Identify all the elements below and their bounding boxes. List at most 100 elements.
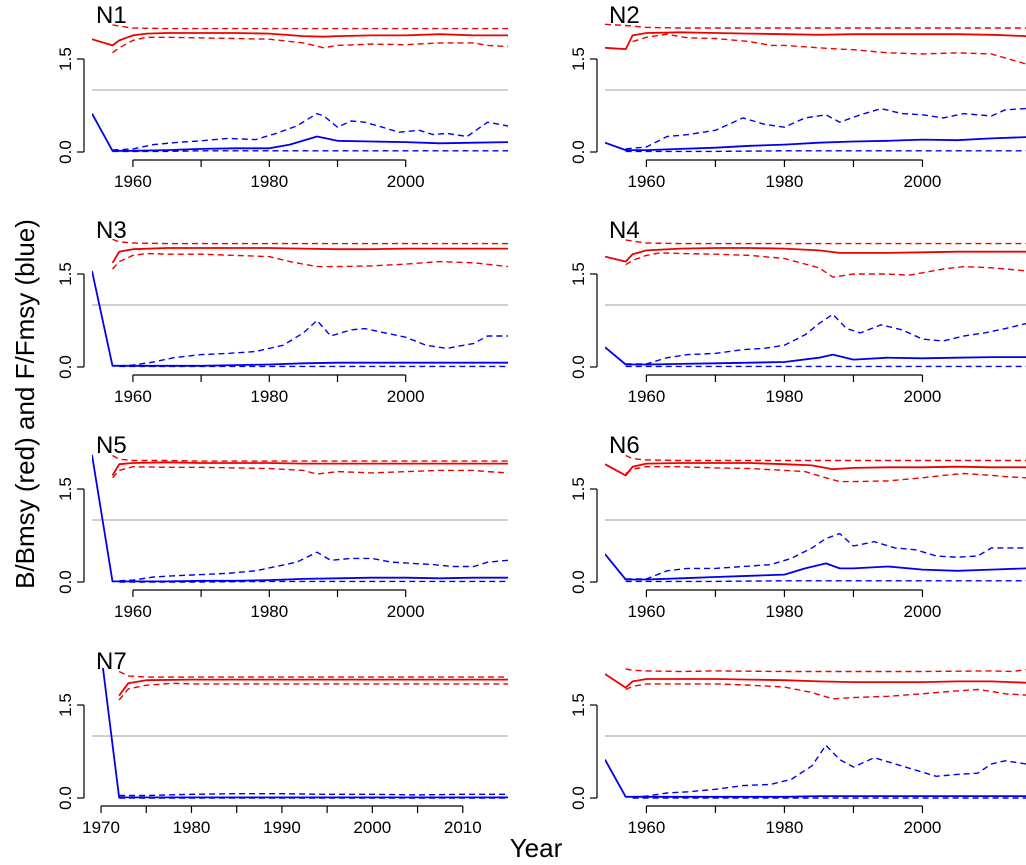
series-line-b-bmsy-lower [112, 36, 508, 54]
series-line-b-bmsy [92, 32, 508, 47]
series-line-f-fmsy-upper [625, 532, 1026, 580]
y-tick-label: 0.0 [569, 570, 588, 594]
x-tick-label: 2000 [387, 602, 425, 621]
x-tick-label: 1960 [627, 818, 665, 837]
panel-5: 0.0 1.5 1960 1980 2000 N5 [56, 432, 508, 621]
series-line-b-bmsy-lower [625, 252, 1026, 278]
x-tick-label: 1970 [82, 818, 120, 837]
x-tick-label: 1960 [114, 387, 152, 406]
series-line-f-fmsy-upper [119, 319, 508, 367]
series-line-f-fmsy-upper [119, 793, 508, 797]
y-tick-label: 0.0 [569, 786, 588, 810]
x-tick-label: 1960 [114, 172, 152, 191]
series-line-f-fmsy-upper [112, 112, 508, 151]
series-group [92, 454, 508, 583]
x-tick-label: 1980 [766, 172, 804, 191]
panel-title: N3 [96, 217, 127, 244]
x-tick-label: 2000 [904, 818, 942, 837]
series-line-b-bmsy-lower [111, 252, 508, 270]
y-tick-label: 1.5 [569, 477, 588, 501]
series-line-b-bmsy-upper [625, 454, 1026, 462]
x-axis-title: Year [510, 833, 563, 863]
panels-group: 0.0 1.5 1960 1980 2000 N1 0.0 1.5 1960 1980 2000 N2… [56, 2, 1026, 837]
x-tick-label: 1980 [766, 818, 804, 837]
y-tick-label: 0.0 [56, 355, 75, 379]
panel-title: N2 [609, 2, 640, 29]
series-line-f-fmsy [92, 113, 508, 152]
panel-title: N4 [609, 217, 640, 244]
x-tick-label: 2000 [904, 387, 942, 406]
panel-3: 0.0 1.5 1960 1980 2000 N3 [56, 217, 508, 406]
y-tick-label: 1.5 [569, 47, 588, 71]
series-group [605, 668, 1026, 799]
y-tick-label: 0.0 [56, 570, 75, 594]
x-tick-label: 2000 [387, 387, 425, 406]
x-tick-label: 1960 [627, 602, 665, 621]
panel-1: 0.0 1.5 1960 1980 2000 N1 [56, 2, 508, 191]
series-group [605, 239, 1026, 368]
series-line-f-fmsy-lower [112, 150, 508, 153]
y-tick-label: 0.0 [56, 140, 75, 164]
series-line-b-bmsy-lower [111, 466, 508, 479]
x-tick-label: 1980 [766, 602, 804, 621]
series-line-f-fmsy-upper [632, 744, 1026, 798]
series-line-f-fmsy [92, 270, 508, 367]
y-tick-label: 1.5 [56, 693, 75, 717]
series-line-b-bmsy-upper [625, 668, 1026, 673]
panel-title: N5 [96, 432, 127, 459]
y-tick-label: 1.5 [56, 262, 75, 286]
series-group [605, 454, 1026, 583]
y-tick-label: 1.5 [569, 693, 588, 717]
y-tick-label: 0.0 [569, 140, 588, 164]
y-tick-label: 0.0 [569, 355, 588, 379]
series-line-f-fmsy [605, 553, 1026, 581]
series-line-f-fmsy [605, 136, 1026, 152]
series-line-b-bmsy-upper [112, 24, 508, 30]
series-line-b-bmsy-lower [632, 33, 1026, 65]
series-group [92, 238, 508, 368]
series-line-f-fmsy [92, 454, 508, 583]
series-line-b-bmsy-upper [112, 454, 508, 462]
series-line-b-bmsy [111, 461, 508, 476]
x-tick-label: 1960 [627, 172, 665, 191]
y-tick-label: 1.5 [56, 47, 75, 71]
x-tick-label: 1980 [766, 387, 804, 406]
x-tick-label: 2000 [904, 602, 942, 621]
series-line-b-bmsy [118, 678, 508, 697]
x-tick-label: 1960 [114, 602, 152, 621]
series-line-f-fmsy-lower [625, 580, 1026, 583]
y-tick-label: 1.5 [56, 477, 75, 501]
x-tick-label: 1980 [173, 818, 211, 837]
x-tick-label: 1980 [250, 387, 288, 406]
series-line-b-bmsy [605, 247, 1026, 263]
series-line-f-fmsy-lower [119, 580, 508, 583]
series-line-b-bmsy-upper [605, 23, 1026, 29]
y-tick-label: 0.0 [56, 786, 75, 810]
panel-title: N1 [96, 2, 127, 29]
series-line-b-bmsy-lower [625, 683, 1026, 700]
x-tick-label: 1980 [250, 602, 288, 621]
x-tick-label: 2000 [904, 172, 942, 191]
series-group [92, 24, 508, 153]
series-line-f-fmsy [605, 759, 1026, 798]
series-line-f-fmsy [605, 346, 1026, 366]
series-line-b-bmsy [111, 247, 508, 264]
series-line-b-bmsy-upper [118, 670, 508, 678]
series-line-f-fmsy-upper [625, 313, 1026, 365]
panel-2: 0.0 1.5 1960 1980 2000 N2 [569, 2, 1026, 191]
series-line-b-bmsy [605, 31, 1026, 50]
x-tick-label: 1990 [263, 818, 301, 837]
x-tick-label: 2000 [387, 172, 425, 191]
x-tick-label: 2010 [444, 818, 482, 837]
panel-title: N7 [96, 648, 127, 675]
series-line-b-bmsy-upper [112, 238, 508, 245]
series-line-f-fmsy-lower [625, 150, 1026, 153]
series-line-b-bmsy-upper [625, 239, 1026, 245]
y-axis-title: B/Bmsy (red) and F/Fmsy (blue) [10, 219, 40, 589]
x-tick-label: 1960 [627, 387, 665, 406]
series-line-b-bmsy-lower [625, 466, 1026, 483]
y-tick-label: 1.5 [569, 262, 588, 286]
panel-4: 0.0 1.5 1960 1980 2000 N4 [569, 217, 1026, 406]
